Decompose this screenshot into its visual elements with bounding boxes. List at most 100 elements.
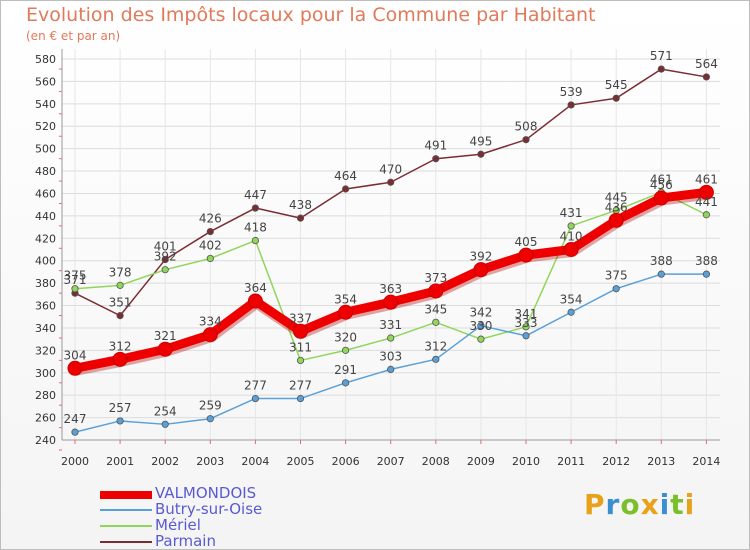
y-tick-label: 480 xyxy=(35,165,56,178)
series-point-parmain xyxy=(522,136,530,144)
series-point-parmain xyxy=(567,101,575,109)
y-tick-label: 440 xyxy=(35,210,56,223)
legend-swatch-meriel xyxy=(100,525,152,527)
data-label-valmondois: 456 xyxy=(650,178,673,192)
data-label-parmain: 447 xyxy=(244,188,267,202)
series-point-m-riel xyxy=(341,346,350,354)
series-point-m-riel xyxy=(206,254,214,263)
series-point-parmain xyxy=(657,65,665,73)
data-label-m-riel: 461 xyxy=(650,172,673,186)
legend-label-butry: Butry-sur-Oise xyxy=(155,500,263,518)
legend-item-parmain: Parmain xyxy=(100,532,360,550)
data-label-parmain: 539 xyxy=(560,85,583,99)
series-point-valmondois xyxy=(383,294,399,310)
y-tick-label: 360 xyxy=(35,300,56,313)
x-tick-label: 2011 xyxy=(557,455,585,468)
series-point-valmondois xyxy=(157,341,173,357)
data-label-butry-sur-oise: 277 xyxy=(244,379,267,393)
data-label-parmain: 564 xyxy=(695,57,718,71)
x-tick-label: 2001 xyxy=(106,455,134,468)
logo-letter: i xyxy=(684,488,696,521)
series-point-m-riel xyxy=(702,211,711,219)
legend-label-valmondois: VALMONDOIS xyxy=(155,484,257,502)
data-label-m-riel: 341 xyxy=(515,307,538,321)
data-label-butry-sur-oise: 254 xyxy=(154,404,177,418)
data-label-m-riel: 330 xyxy=(469,319,492,333)
series-point-parmain xyxy=(387,178,395,186)
series-point-valmondois xyxy=(67,360,83,376)
data-label-m-riel: 311 xyxy=(289,340,312,354)
legend-swatch-parmain xyxy=(100,541,152,543)
data-label-m-riel: 402 xyxy=(199,238,222,252)
series-point-butry-sur-oise xyxy=(116,417,124,425)
data-label-valmondois: 364 xyxy=(244,281,267,295)
data-label-m-riel: 375 xyxy=(64,269,87,283)
series-point-butry-sur-oise xyxy=(387,365,395,374)
series-point-valmondois xyxy=(293,323,308,339)
series-point-butry-sur-oise xyxy=(567,308,575,316)
series-point-butry-sur-oise xyxy=(251,394,259,403)
series-point-parmain xyxy=(251,204,259,212)
x-tick-label: 2008 xyxy=(422,455,450,468)
series-point-valmondois xyxy=(608,212,624,228)
series-point-butry-sur-oise xyxy=(702,270,711,278)
x-tick-label: 2010 xyxy=(512,455,540,468)
series-point-valmondois xyxy=(518,247,534,263)
series-point-parmain xyxy=(702,73,711,81)
series-point-m-riel xyxy=(71,285,79,293)
y-tick-label: 400 xyxy=(35,255,56,268)
x-tick-label: 2004 xyxy=(241,455,269,468)
data-label-m-riel: 418 xyxy=(244,221,267,235)
series-point-m-riel xyxy=(477,335,485,343)
series-point-valmondois xyxy=(112,351,128,367)
data-label-m-riel: 445 xyxy=(605,190,628,204)
data-label-valmondois: 410 xyxy=(560,230,583,244)
legend-item-butry: Butry-sur-Oise xyxy=(100,500,360,518)
series-point-m-riel xyxy=(432,318,440,326)
x-tick-label: 2014 xyxy=(692,455,720,468)
data-label-parmain: 438 xyxy=(289,198,312,212)
series-point-m-riel xyxy=(296,356,305,365)
y-tick-label: 560 xyxy=(35,75,56,88)
series-point-parmain xyxy=(612,94,620,102)
x-tick-label: 2006 xyxy=(332,455,360,468)
logo-letter: r xyxy=(605,488,621,521)
data-label-butry-sur-oise: 375 xyxy=(605,269,628,283)
series-point-parmain xyxy=(432,155,440,163)
x-tick-label: 2005 xyxy=(287,455,315,468)
chart-subtitle: (en € et par an) xyxy=(26,29,121,43)
data-label-parmain: 464 xyxy=(334,169,357,183)
data-label-butry-sur-oise: 303 xyxy=(379,349,402,363)
legend-label-parmain: Parmain xyxy=(155,532,216,550)
data-label-parmain: 508 xyxy=(515,120,538,134)
data-label-parmain: 426 xyxy=(199,212,222,226)
data-label-valmondois: 392 xyxy=(469,250,492,264)
series-point-parmain xyxy=(477,150,485,158)
legend-swatch-valmondois xyxy=(100,491,152,499)
data-label-valmondois: 363 xyxy=(379,282,402,296)
legend-label-meriel: Mériel xyxy=(155,516,201,534)
legend-item-valmondois: VALMONDOIS xyxy=(100,484,360,502)
series-point-m-riel xyxy=(387,334,395,342)
data-label-valmondois: 405 xyxy=(515,235,538,249)
x-tick-label: 2007 xyxy=(377,455,405,468)
logo-letter: t xyxy=(670,488,685,521)
data-label-butry-sur-oise: 257 xyxy=(109,401,132,415)
series-point-m-riel xyxy=(251,236,259,245)
series-point-butry-sur-oise xyxy=(206,415,214,423)
data-label-butry-sur-oise: 342 xyxy=(469,306,492,320)
series-point-butry-sur-oise xyxy=(296,394,305,403)
data-label-valmondois: 312 xyxy=(109,339,132,353)
logo-letter: P xyxy=(584,488,606,521)
data-label-parmain: 351 xyxy=(109,296,132,310)
series-point-valmondois xyxy=(247,293,263,309)
legend-item-meriel: Mériel xyxy=(100,516,360,534)
series-point-valmondois xyxy=(428,283,444,299)
y-tick-label: 540 xyxy=(35,98,56,111)
logo-letter: o xyxy=(620,488,641,521)
data-label-m-riel: 320 xyxy=(334,330,357,344)
logo-letter: x xyxy=(640,488,660,521)
data-label-m-riel: 392 xyxy=(154,250,177,264)
data-label-m-riel: 441 xyxy=(695,195,718,209)
series-point-butry-sur-oise xyxy=(522,332,530,340)
